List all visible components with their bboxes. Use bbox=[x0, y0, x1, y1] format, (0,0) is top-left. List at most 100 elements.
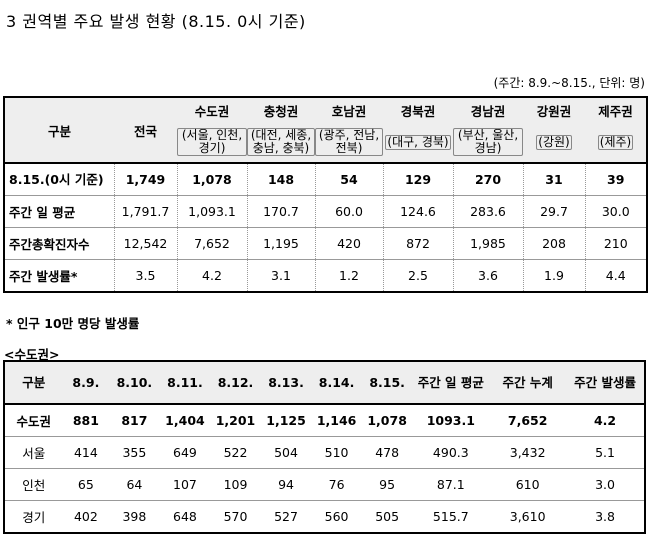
region-subheader: (서울, 인천, 경기) bbox=[177, 122, 247, 163]
cell: 76 bbox=[311, 468, 362, 501]
row-label: 경기 bbox=[4, 500, 63, 533]
cell: 283.6 bbox=[452, 195, 523, 228]
cell: 65 bbox=[62, 468, 110, 501]
row-label: 8.15.(0시 기준) bbox=[4, 162, 114, 196]
region-header: 경남권 bbox=[453, 97, 523, 122]
cell: 3.0 bbox=[566, 468, 645, 501]
region-header: 경북권 bbox=[383, 97, 453, 122]
cell: 817 bbox=[109, 403, 160, 437]
page-title: 3 권역별 주요 발생 현황 (8.15. 0시 기준) bbox=[6, 12, 306, 31]
cell: 527 bbox=[260, 500, 312, 533]
region-subheader: (부산, 울산, 경남) bbox=[453, 122, 523, 163]
cell: 31 bbox=[522, 162, 585, 196]
column-header: 구분 bbox=[4, 361, 63, 404]
cell: 87.1 bbox=[412, 468, 490, 501]
cell: 170.7 bbox=[246, 195, 315, 228]
region-subheader: (광주, 전남, 전북) bbox=[315, 122, 383, 163]
row-label: 인천 bbox=[4, 468, 63, 501]
cell: 1,201 bbox=[210, 403, 261, 437]
cell: 1,125 bbox=[260, 403, 312, 437]
cell: 3.6 bbox=[452, 259, 523, 292]
table-row: 경기 402 398 648 570 527 560 505 515.7 3,6… bbox=[4, 500, 645, 533]
row-label: 주간 일 평균 bbox=[4, 195, 114, 228]
cell: 64 bbox=[109, 468, 160, 501]
row-label: 수도권 bbox=[4, 403, 63, 437]
cell: 649 bbox=[159, 436, 211, 469]
cell: 1,078 bbox=[361, 403, 413, 437]
cell: 3,432 bbox=[489, 436, 567, 469]
table-row: 주간 일 평균 1,791.7 1,093.1 170.7 60.0 124.6… bbox=[4, 195, 647, 228]
cell: 872 bbox=[382, 227, 453, 260]
column-header: 8.9. bbox=[62, 361, 110, 404]
region-header: 제주권 bbox=[585, 97, 647, 122]
cell: 30.0 bbox=[584, 195, 647, 228]
row-label: 주간 발생률* bbox=[4, 259, 114, 292]
cell: 7,652 bbox=[489, 403, 567, 437]
cell: 490.3 bbox=[412, 436, 490, 469]
cell: 610 bbox=[489, 468, 567, 501]
cell: 505 bbox=[361, 500, 413, 533]
cell: 3.1 bbox=[246, 259, 315, 292]
cell: 1,093.1 bbox=[176, 195, 247, 228]
row-label: 서울 bbox=[4, 436, 63, 469]
cell: 129 bbox=[382, 162, 453, 196]
column-header: 8.12. bbox=[210, 361, 261, 404]
cell: 3.5 bbox=[113, 259, 177, 292]
cell: 1093.1 bbox=[412, 403, 490, 437]
region-subheader: (강원) bbox=[523, 122, 585, 163]
table-row: 인천 65 64 107 109 94 76 95 87.1 610 3.0 bbox=[4, 468, 645, 501]
column-header: 8.15. bbox=[361, 361, 413, 404]
cell: 414 bbox=[62, 436, 110, 469]
total-header: 전국 bbox=[114, 97, 177, 163]
cell: 1,404 bbox=[159, 403, 211, 437]
region-header: 수도권 bbox=[177, 97, 247, 122]
cell: 54 bbox=[314, 162, 383, 196]
unit-note: (주간: 8.9.~8.15., 단위: 명) bbox=[493, 76, 645, 90]
cell: 95 bbox=[361, 468, 413, 501]
column-header: 주간 발생률 bbox=[566, 361, 645, 404]
region-header: 호남권 bbox=[315, 97, 383, 122]
cell: 1,195 bbox=[246, 227, 315, 260]
section-label: <수도권> bbox=[4, 347, 60, 362]
region-subheader: (대구, 경북) bbox=[383, 122, 453, 163]
cell: 3.8 bbox=[566, 500, 645, 533]
cell: 1.2 bbox=[314, 259, 383, 292]
cell: 4.2 bbox=[176, 259, 247, 292]
capital-region-daily-table: 구분 8.9. 8.10. 8.11. 8.12. 8.13. 8.14. 8.… bbox=[3, 360, 646, 534]
cell: 1,078 bbox=[176, 162, 247, 196]
cell: 2.5 bbox=[382, 259, 453, 292]
cell: 515.7 bbox=[412, 500, 490, 533]
cell: 4.2 bbox=[566, 403, 645, 437]
cell: 94 bbox=[260, 468, 312, 501]
cell: 124.6 bbox=[382, 195, 453, 228]
cell: 1.9 bbox=[522, 259, 585, 292]
cell: 570 bbox=[210, 500, 261, 533]
table-row: 8.15.(0시 기준) 1,749 1,078 148 54 129 270 … bbox=[4, 162, 647, 196]
region-subheader: (제주) bbox=[585, 122, 647, 163]
column-header: 8.11. bbox=[159, 361, 211, 404]
column-header: 주간 누계 bbox=[489, 361, 567, 404]
cell: 560 bbox=[311, 500, 362, 533]
column-header: 8.13. bbox=[260, 361, 312, 404]
cell: 107 bbox=[159, 468, 211, 501]
cell: 510 bbox=[311, 436, 362, 469]
cell: 1,749 bbox=[113, 162, 177, 196]
header-row: 구분 8.9. 8.10. 8.11. 8.12. 8.13. 8.14. 8.… bbox=[4, 361, 645, 404]
footnote: * 인구 10만 명당 발생률 bbox=[6, 316, 140, 331]
table-row: 주간총확진자수 12,542 7,652 1,195 420 872 1,985… bbox=[4, 227, 647, 260]
cell: 208 bbox=[522, 227, 585, 260]
cell: 1,146 bbox=[311, 403, 362, 437]
cell: 881 bbox=[62, 403, 110, 437]
table-row: 서울 414 355 649 522 504 510 478 490.3 3,4… bbox=[4, 436, 645, 469]
cell: 398 bbox=[109, 500, 160, 533]
cell: 504 bbox=[260, 436, 312, 469]
cell: 148 bbox=[246, 162, 315, 196]
cell: 5.1 bbox=[566, 436, 645, 469]
cell: 29.7 bbox=[522, 195, 585, 228]
cell: 109 bbox=[210, 468, 261, 501]
column-header: 8.10. bbox=[109, 361, 160, 404]
column-header: 8.14. bbox=[311, 361, 362, 404]
table-row: 수도권 881 817 1,404 1,201 1,125 1,146 1,07… bbox=[4, 403, 645, 437]
corner-header: 구분 bbox=[4, 97, 114, 163]
cell: 478 bbox=[361, 436, 413, 469]
